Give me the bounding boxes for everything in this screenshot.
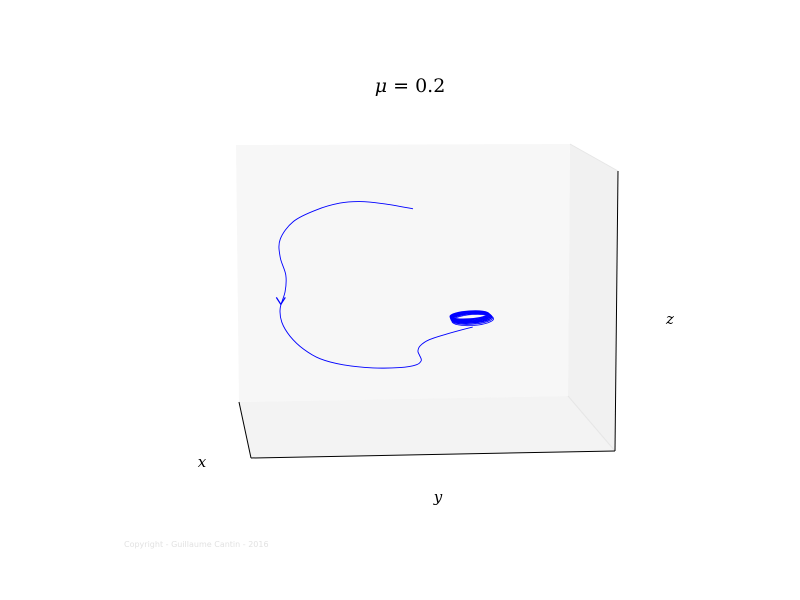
- trajectory-series-line: [278, 201, 473, 369]
- title-variable: μ: [375, 75, 387, 97]
- copyright-text: Copyright - Guillaume Cantin - 2016: [124, 540, 269, 549]
- side-pane: [568, 144, 618, 451]
- x-axis-label: x: [198, 453, 207, 471]
- limit-cycle-loop: [451, 313, 495, 327]
- title-value: 0.2: [415, 75, 445, 97]
- title-operator: =: [387, 75, 415, 97]
- z-axis-label: z: [665, 310, 674, 328]
- direction-arrowhead: [275, 297, 286, 306]
- z-axis-line: [614, 170, 619, 452]
- trajectory-group: [275, 201, 495, 369]
- y-axis-line: [250, 450, 616, 459]
- y-axis-label: y: [433, 488, 443, 506]
- back-pane: [236, 144, 570, 402]
- box-top-edge: [569, 143, 619, 172]
- chart-title: μ = 0.2: [375, 75, 446, 97]
- x-axis-line: [238, 401, 252, 459]
- box-floor-edge: [567, 395, 616, 452]
- limit-cycle-loop: [451, 313, 494, 325]
- floor-pane: [239, 396, 615, 458]
